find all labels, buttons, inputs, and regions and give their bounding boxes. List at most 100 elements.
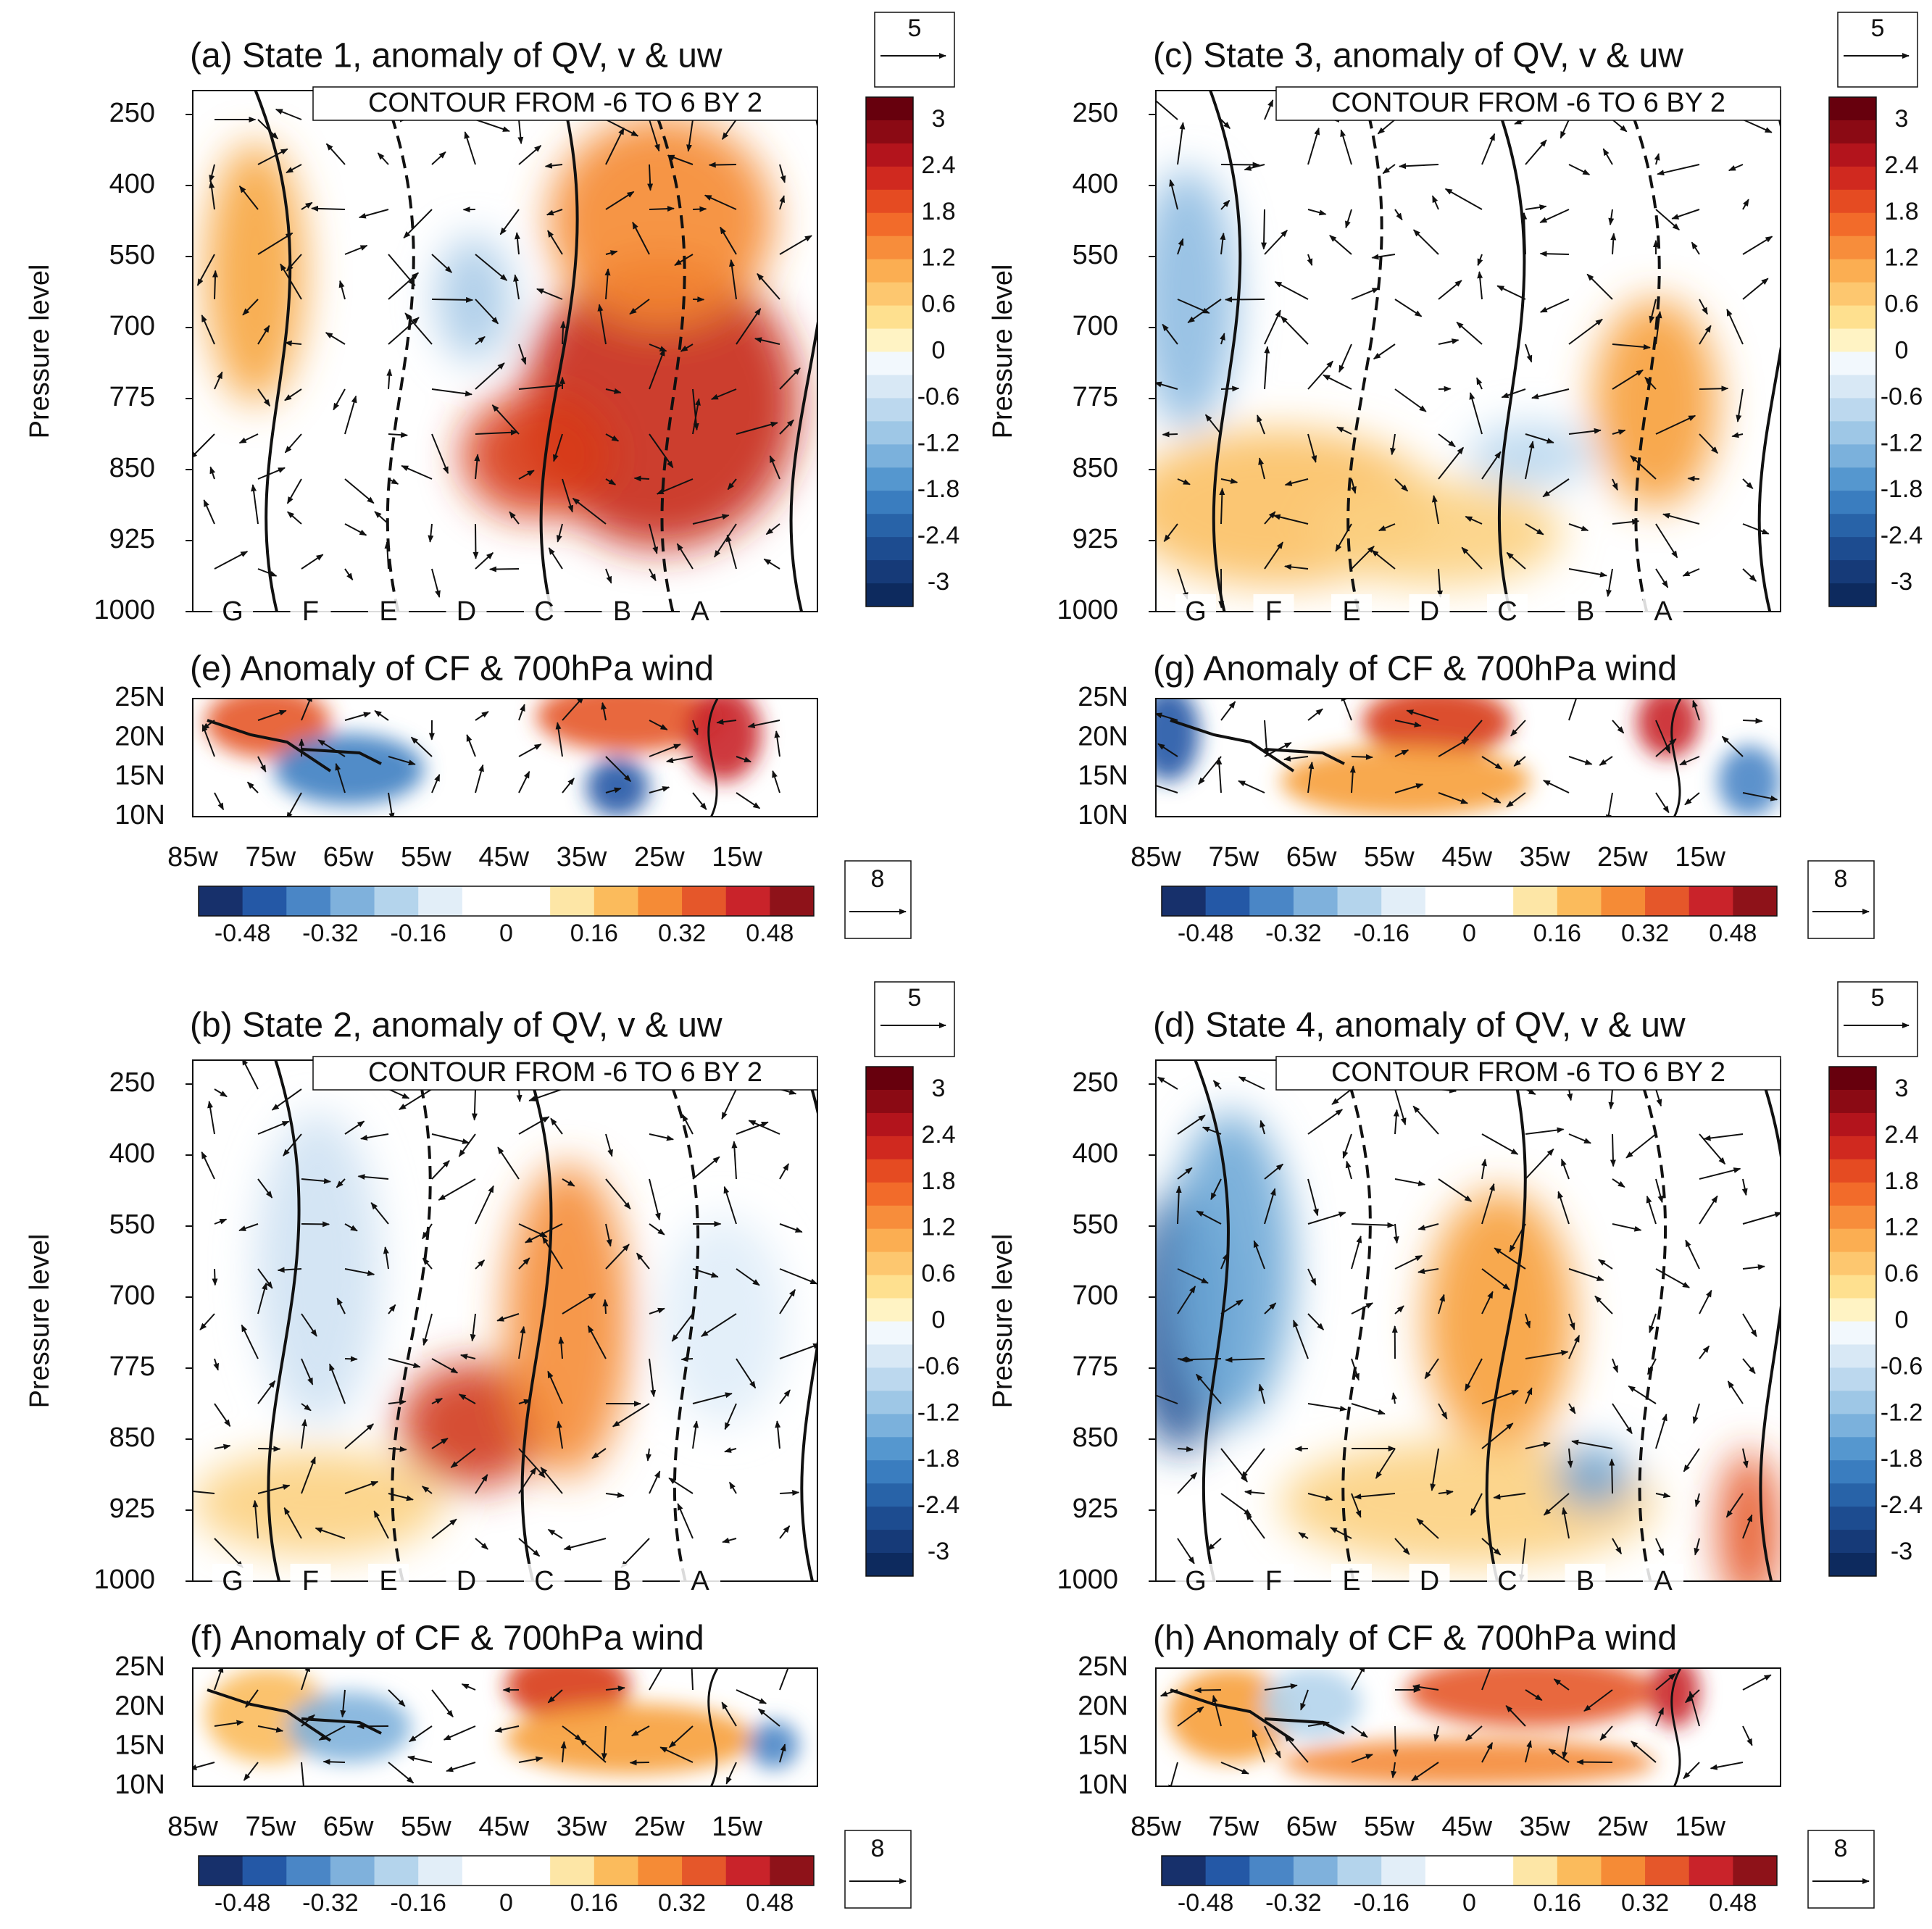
wind-vector [301,201,313,210]
colorbar-box [866,398,913,422]
contour [789,91,817,612]
colorbar-box [866,560,913,584]
wind-vector [1394,388,1427,412]
wind-vector [1284,478,1309,486]
colorbar-box [682,886,727,916]
wind-vector [1694,1493,1701,1507]
wind-vector [1731,432,1744,438]
wind-vector [725,1762,737,1785]
wind-vector [1562,1725,1570,1759]
wind-vector [649,119,660,152]
wind-vector [243,1762,259,1781]
colorbar-box [866,1089,913,1114]
wind-vector [1394,299,1423,317]
map-x-tick-label: 15w [712,1812,762,1842]
wind-vector [1649,1313,1657,1333]
wind-vector [1481,133,1496,165]
wind-vector [1689,1691,1700,1727]
y-tick-label: 925 [1073,524,1118,554]
colorbar-box [1829,1321,1876,1345]
wind-vector [443,1725,476,1741]
contour [391,1060,432,1581]
wind-vector [1560,119,1570,139]
colorbar-box [1337,1856,1382,1886]
colorbar-box [866,259,913,283]
wind-vector [257,756,267,772]
wind-vector [1539,209,1570,223]
wind-vector [275,108,302,120]
colorbar-label: -0.32 [1265,1889,1322,1917]
contour [660,1060,700,1581]
wind-vector [518,1325,526,1359]
colorbar-box [1557,1856,1602,1886]
map-field [1156,1668,1781,1786]
point-box [601,1564,643,1599]
wind-vector [1655,1268,1691,1288]
wind-vector [201,314,215,345]
wind-vector [1351,478,1357,494]
wind-vector [315,1527,346,1539]
wind-vector [1394,1088,1407,1125]
wind-vector [1568,1268,1604,1281]
wind-vector [1351,1754,1373,1763]
colorbar-box [866,282,913,307]
wind-vector [1481,1390,1519,1404]
wind-vector [284,433,302,454]
point-label: D [457,1566,476,1596]
wind-vector [722,1537,737,1543]
map-shading [205,699,762,817]
wind-vector [775,1420,781,1449]
wind-vector [475,1259,486,1270]
wind-vector [1736,388,1744,422]
wind-vector [1264,1188,1276,1225]
wind-vector [731,1141,738,1180]
colorbar-box [638,1856,683,1886]
shading [1156,1112,1781,1581]
wind-vector [428,523,434,543]
wind-vector [736,308,762,345]
shade [1717,746,1781,817]
map-y-tick-label: 25N [114,682,165,712]
colorbar-label: -0.6 [1881,1352,1923,1380]
wind-vector [1662,513,1700,525]
wind-vector [1481,792,1502,804]
colorbar-label: -0.6 [1881,383,1923,410]
wind-vector [1412,1684,1439,1691]
shade [505,1703,755,1775]
wind-vector [1351,1493,1362,1518]
colorbar-label: 3 [932,1075,946,1102]
colorbar-label: 1.2 [1884,244,1918,272]
wind-vector [214,1403,231,1428]
wind-vector [1561,1507,1570,1539]
wind-vector [1655,523,1678,559]
colorbar-label: 0 [1895,336,1909,364]
colorbar-box [866,375,913,399]
wind-vector [1156,1392,1178,1404]
wind-vector [214,1538,243,1569]
wind-vector [1261,209,1267,250]
colorbar-label: -3 [1891,568,1912,596]
wind-vector [1703,1133,1744,1141]
wind-vector [649,1178,661,1221]
map-y-tick-label: 20N [1078,721,1128,751]
wind-vector [407,1755,433,1763]
wind-vector [1241,1448,1265,1479]
wind-vector [1612,1358,1619,1373]
map-shading [205,1668,799,1775]
wind-vector [772,770,780,793]
wind-vector [1710,1762,1744,1770]
colorbar-label: -0.48 [215,920,271,947]
colorbar-box [866,1391,913,1415]
wind-vector [779,1288,796,1315]
wind-vector [1464,1358,1483,1391]
wind-vector [325,332,346,345]
point-box [1175,594,1216,629]
colorbar-label: -0.48 [215,1889,271,1917]
colorbar-box [866,1182,913,1207]
wind-vector [605,388,622,394]
wind-vector [277,1267,302,1273]
ref-box [874,12,955,88]
wind-vector [257,1725,284,1733]
y-tick-label: 250 [1073,98,1118,128]
wind-vector [1525,1349,1569,1359]
